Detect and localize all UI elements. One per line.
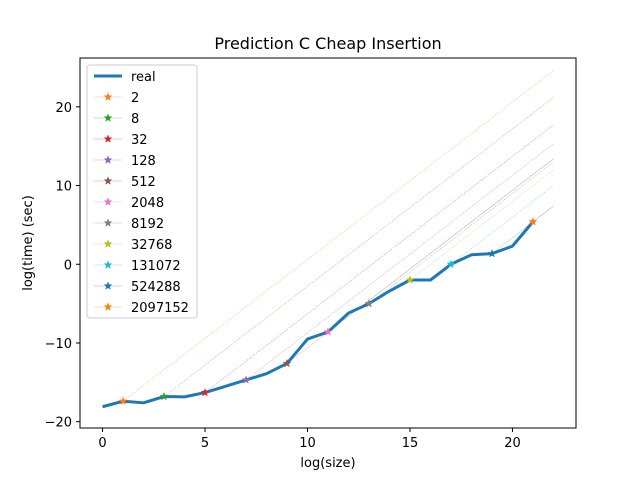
marker-128 xyxy=(241,375,251,384)
legend-swatch-marker xyxy=(103,302,113,311)
legend: real 2 8 32 128 512 2048 8192 32768 131072 524288 2… xyxy=(86,64,198,319)
legend-item-32: 32 xyxy=(94,133,148,148)
chart-title: Prediction C Cheap Insertion xyxy=(214,34,441,53)
marker-32768 xyxy=(405,275,415,284)
y-tick-label: −10 xyxy=(45,337,72,352)
x-tick-label: 5 xyxy=(201,436,209,451)
legend-label: 131072 xyxy=(131,259,181,274)
legend-item-2048: 2048 xyxy=(94,196,164,211)
x-axis-ticks: 0 5 10 15 20 xyxy=(98,428,521,451)
legend-item-real: real xyxy=(94,70,156,85)
prediction-line-2097152 xyxy=(532,205,554,222)
prediction-line-128 xyxy=(245,143,554,381)
y-tick-label: 20 xyxy=(55,101,72,116)
legend-swatch-marker xyxy=(103,176,113,185)
legend-label: 128 xyxy=(131,154,156,169)
prediction-line-131072 xyxy=(450,185,554,265)
marker-512 xyxy=(282,358,292,368)
legend-label: real xyxy=(131,70,156,85)
legend-label: 32 xyxy=(131,133,148,148)
y-tick-label: −20 xyxy=(45,416,72,431)
legend-item-8: 8 xyxy=(94,112,139,127)
legend-item-512: 512 xyxy=(94,175,156,190)
legend-swatch-marker xyxy=(103,197,113,206)
legend-item-128: 128 xyxy=(94,154,156,169)
prediction-line-8192 xyxy=(368,161,554,304)
legend-item-524288: 524288 xyxy=(94,280,181,295)
legend-label: 2097152 xyxy=(131,301,189,316)
marker-8 xyxy=(159,391,169,401)
y-axis-label: log(time) (sec) xyxy=(21,195,36,291)
real-line xyxy=(102,220,535,409)
legend-swatch-marker xyxy=(103,92,113,101)
y-axis-ticks: −20 −10 0 10 20 xyxy=(45,101,80,431)
marker-524288 xyxy=(487,248,497,258)
legend-swatch-marker xyxy=(103,260,113,269)
marker-2 xyxy=(118,396,128,406)
x-tick-label: 15 xyxy=(402,436,419,451)
legend-swatch-marker xyxy=(103,239,113,248)
x-tick-label: 0 xyxy=(98,436,106,451)
legend-swatch-marker xyxy=(103,155,113,164)
legend-label: 2048 xyxy=(131,196,164,211)
legend-swatch-marker xyxy=(103,113,113,122)
axes-frame xyxy=(79,57,577,429)
legend-item-32768: 32768 xyxy=(94,238,172,253)
marker-8192 xyxy=(364,298,374,308)
marker-131072 xyxy=(446,259,456,269)
x-tick-label: 10 xyxy=(299,436,316,451)
legend-swatch-marker xyxy=(103,281,113,290)
marker-2048 xyxy=(323,327,333,336)
marker-2097152 xyxy=(528,217,538,226)
legend-label: 8192 xyxy=(131,217,164,232)
x-axis-label: log(size) xyxy=(300,456,355,471)
prediction-line-32768 xyxy=(409,169,554,281)
legend-label: 524288 xyxy=(131,280,181,295)
x-tick-label: 20 xyxy=(504,436,521,451)
legend-item-8192: 8192 xyxy=(94,217,164,232)
y-tick-label: 0 xyxy=(64,258,72,273)
legend-box xyxy=(86,64,198,319)
series-markers xyxy=(118,217,538,406)
legend-label: 512 xyxy=(131,175,156,190)
legend-item-2: 2 xyxy=(94,91,139,106)
legend-item-2097152: 2097152 xyxy=(94,301,189,316)
prediction-line-32 xyxy=(204,124,554,393)
prediction-line-2048 xyxy=(327,158,554,333)
legend-label: 32768 xyxy=(131,238,172,253)
prediction-line-524288 xyxy=(491,205,554,254)
legend-item-131072: 131072 xyxy=(94,259,181,274)
legend-swatch-marker xyxy=(103,134,113,143)
legend-swatch-marker xyxy=(103,218,113,227)
real-series xyxy=(102,220,535,409)
prediction-line-2 xyxy=(122,70,554,402)
marker-32 xyxy=(200,387,210,397)
legend-label: 8 xyxy=(131,112,139,127)
legend-label: 2 xyxy=(131,91,139,106)
y-tick-label: 10 xyxy=(55,180,72,195)
